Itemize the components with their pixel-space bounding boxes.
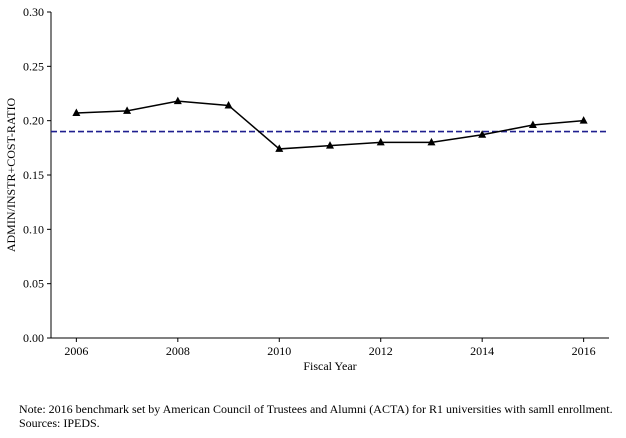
data-point-marker xyxy=(275,144,284,152)
benchmark-note: Note: 2016 benchmark set by American Cou… xyxy=(19,402,613,416)
data-point-marker xyxy=(224,100,233,109)
y-tick-label: 0.25 xyxy=(23,59,44,73)
x-tick-label: 2008 xyxy=(166,344,190,358)
line-chart: 0.00 0.05 0.10 0.15 0.20 0.25 0.30 2006 2008 2010… xyxy=(4,5,609,373)
x-axis-label: Fiscal Year xyxy=(303,359,356,373)
data-point-marker xyxy=(478,130,487,138)
x-tick-label: 2014 xyxy=(470,344,494,358)
y-tick-label: 0.30 xyxy=(23,5,44,19)
y-tick-label: 0.05 xyxy=(23,277,44,291)
data-point-marker xyxy=(72,108,81,117)
sources-note: Sources: IPEDS. xyxy=(19,416,100,430)
series-group xyxy=(72,96,588,152)
data-point-marker xyxy=(123,106,132,114)
x-tick-label: 2006 xyxy=(64,344,88,358)
data-point-marker xyxy=(579,116,588,124)
y-tick-label: 0.20 xyxy=(23,114,44,128)
data-point-marker xyxy=(376,137,385,146)
data-point-marker xyxy=(427,137,436,146)
x-tick-label: 2016 xyxy=(572,344,596,358)
x-tick-label: 2010 xyxy=(267,344,291,358)
data-point-marker xyxy=(528,120,537,129)
x-tick-label: 2012 xyxy=(369,344,393,358)
y-tick-label: 0.00 xyxy=(23,331,44,345)
data-point-marker xyxy=(173,96,182,105)
y-axis-label: ADMIN/INSTR+COST-RATIO xyxy=(4,98,18,253)
y-tick-label: 0.10 xyxy=(23,222,44,236)
data-point-marker xyxy=(326,141,334,149)
chart-note: Note: 2016 benchmark set by American Cou… xyxy=(19,402,613,430)
axes: 0.00 0.05 0.10 0.15 0.20 0.25 0.30 2006 2008 2010… xyxy=(23,5,609,358)
y-tick-label: 0.15 xyxy=(23,168,44,182)
